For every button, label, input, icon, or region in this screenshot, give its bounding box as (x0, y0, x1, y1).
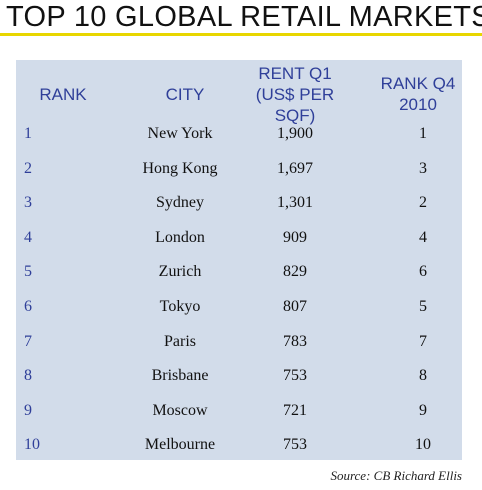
header-rank-line-1: RANK (39, 85, 87, 104)
row-5-rent: 829 (283, 263, 307, 281)
header-prev-line-2: 2010 (399, 95, 437, 114)
row-1-city: New York (147, 125, 213, 142)
row-4-rent: 909 (283, 228, 307, 246)
row-5-rank: 5 (24, 263, 32, 281)
row-2-rent: 1,697 (277, 159, 313, 177)
row-2-city: Hong Kong (142, 159, 218, 177)
header-rent-line-3: SQF) (274, 106, 316, 125)
row-1-rent: 1,900 (277, 125, 313, 142)
row-7-prev: 7 (419, 332, 427, 350)
row-6-rank: 6 (24, 298, 32, 315)
source-note: Source: CB Richard Ellis (330, 468, 462, 483)
row-4-prev: 4 (419, 228, 427, 246)
row-7-rank: 7 (24, 332, 32, 350)
row-9-prev: 9 (419, 401, 427, 419)
row-6-city: Tokyo (159, 298, 201, 315)
row-10-prev: 10 (415, 436, 431, 454)
row-9-rank: 9 (24, 401, 32, 419)
row-2-prev: 3 (419, 159, 427, 177)
header-rent-line-2: (US$ PER (255, 85, 335, 104)
title-underline (0, 33, 482, 36)
row-7-rent: 783 (283, 332, 307, 350)
header-prev-line-1: RANK Q4 (380, 74, 456, 93)
header-rent-line-1: RENT Q1 (258, 64, 332, 83)
row-7-city: Paris (164, 332, 196, 350)
row-6-prev: 5 (419, 298, 427, 315)
row-5-prev: 6 (419, 263, 427, 281)
row-3-rent: 1,301 (277, 194, 313, 212)
header-city-line-1: CITY (165, 85, 205, 104)
row-8-city: Brisbane (151, 367, 209, 385)
row-8-rank: 8 (24, 367, 32, 385)
row-10-rank: 10 (24, 436, 40, 454)
row-9-city: Moscow (152, 401, 208, 419)
row-3-rank: 3 (24, 194, 32, 212)
row-4-rank: 4 (24, 228, 32, 246)
row-6-rent: 807 (283, 298, 307, 315)
chart-title: TOP 10 GLOBAL RETAIL MARKETS (6, 1, 482, 33)
row-10-city: Melbourne (144, 436, 216, 454)
row-1-prev: 1 (419, 125, 427, 142)
row-5-city: Zurich (158, 263, 202, 281)
row-2-rank: 2 (24, 159, 32, 177)
row-8-prev: 8 (419, 367, 427, 385)
row-4-city: London (155, 228, 205, 246)
row-10-rent: 753 (283, 436, 307, 454)
row-1-rank: 1 (24, 125, 32, 142)
row-3-prev: 2 (419, 194, 427, 212)
row-3-city: Sydney (156, 194, 204, 212)
row-9-rent: 721 (283, 401, 307, 419)
row-8-rent: 753 (283, 367, 307, 385)
table-panel (16, 60, 462, 460)
